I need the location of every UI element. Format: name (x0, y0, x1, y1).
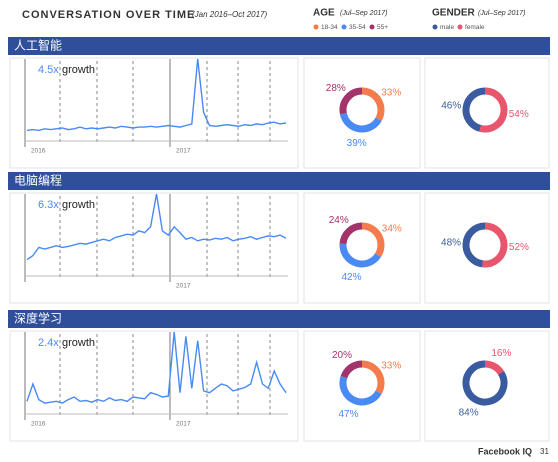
donut-segment (361, 360, 385, 394)
x-tick-label: 2016 (31, 148, 46, 155)
legend-swatch (457, 24, 463, 30)
donut-segment (339, 222, 363, 245)
panel (303, 192, 421, 304)
donut-segment (462, 87, 486, 132)
section-title: 深度学习 (14, 311, 62, 326)
section-bar (8, 172, 550, 190)
growth-label: growth (62, 64, 95, 76)
legend-label: female (465, 24, 485, 31)
panel (424, 330, 550, 442)
line-series (26, 193, 287, 261)
section-title: 电脑编程 (14, 173, 62, 188)
donut-label: 28% (326, 83, 346, 94)
donut-segment (462, 360, 508, 406)
panel (424, 57, 550, 169)
legend-swatch (369, 24, 375, 30)
donut-label: 54% (509, 109, 529, 120)
panel (303, 57, 421, 169)
header-period: (Jan 2016–Oct 2017) (192, 10, 267, 19)
donut-segment (339, 376, 382, 406)
gender-title: GENDER (432, 8, 476, 19)
donut-segment (479, 87, 508, 133)
legend-label: male (440, 24, 454, 31)
legend-label: 55+ (377, 24, 388, 31)
panel (9, 192, 299, 304)
growth-value: 2.4x (38, 337, 59, 349)
donut-label: 24% (329, 215, 349, 226)
growth-value: 6.3x (38, 199, 59, 211)
donut-label: 39% (347, 138, 367, 149)
donut-label: 33% (381, 360, 401, 371)
donut-segment (340, 360, 363, 379)
line-series (26, 58, 287, 132)
x-tick-label: 2017 (176, 283, 191, 290)
donut-label: 33% (381, 87, 401, 98)
panel (303, 330, 421, 442)
growth-value: 4.5x (38, 64, 59, 76)
donut-label: 48% (441, 238, 461, 249)
x-tick-label: 2017 (176, 421, 191, 428)
legend-swatch (313, 24, 319, 30)
section-title: 人工智能 (14, 38, 62, 53)
growth-label: growth (62, 199, 95, 211)
donut-label: 42% (341, 272, 361, 283)
donut-segment (361, 87, 385, 121)
donut-segment (339, 112, 382, 133)
donut-segment (339, 243, 381, 268)
legend-label: 18-34 (321, 24, 338, 31)
panel (9, 330, 299, 442)
donut-segment (361, 222, 385, 258)
footer-brand: Facebook IQ (478, 446, 532, 456)
donut-label: 16% (491, 348, 511, 359)
donut-label: 52% (509, 242, 529, 253)
growth-label: growth (62, 337, 95, 349)
donut-label: 20% (332, 350, 352, 361)
x-tick-label: 2016 (31, 421, 46, 428)
donut-label: 34% (382, 223, 402, 234)
donut-segment (462, 222, 486, 268)
donut-label: 46% (441, 100, 461, 111)
panel (9, 57, 299, 169)
donut-segment (482, 222, 508, 268)
legend-swatch (432, 24, 438, 30)
age-title: AGE (313, 8, 335, 19)
donut-segment (339, 87, 363, 115)
footer-page: 31 (540, 447, 549, 456)
donut-label: 84% (459, 407, 479, 418)
x-tick-label: 2017 (176, 148, 191, 155)
gender-period: (Jul–Sep 2017) (478, 10, 525, 17)
legend-swatch (341, 24, 347, 30)
line-series (26, 331, 287, 404)
donut-segment (484, 360, 504, 375)
age-period: (Jul–Sep 2017) (340, 10, 387, 17)
section-bar (8, 310, 550, 328)
panel (424, 192, 550, 304)
header-title: CONVERSATION OVER TIME (22, 9, 195, 21)
legend-label: 35-54 (349, 24, 366, 31)
section-bar (8, 37, 550, 55)
donut-label: 47% (338, 409, 358, 420)
